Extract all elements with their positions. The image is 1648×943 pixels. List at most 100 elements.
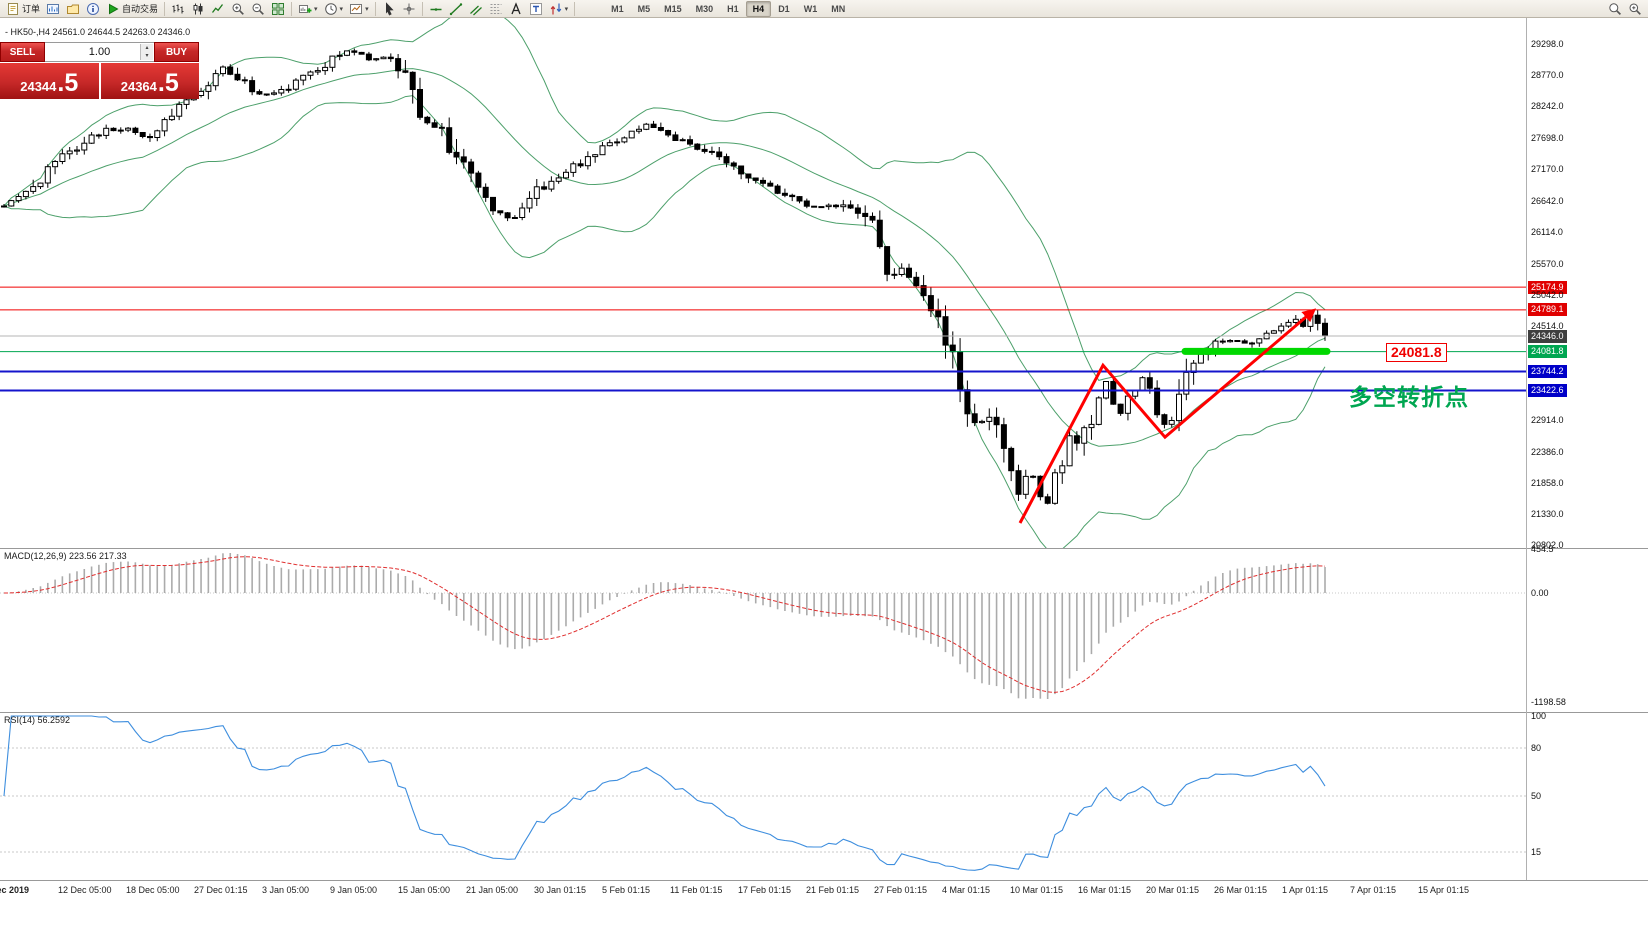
level-price-label: 24789.1 xyxy=(1528,303,1567,317)
timeframe-mn-button[interactable]: MN xyxy=(831,3,846,14)
timeframe-m1-button[interactable]: M1 xyxy=(611,3,624,14)
toolbar-right-group xyxy=(1605,0,1645,17)
new-order-button[interactable]: 订单 xyxy=(3,0,43,17)
text-label-button[interactable] xyxy=(526,0,546,17)
zoom-out-button[interactable] xyxy=(248,0,268,17)
timeframe-m15-button[interactable]: M15 xyxy=(664,3,682,14)
trendline-icon xyxy=(449,2,462,15)
level-price-label: 23422.6 xyxy=(1528,383,1567,397)
profiles-icon xyxy=(67,4,80,14)
main-toolbar: 订单 自动交易 ▾ ▾ ▾ ▾ M1 M5 M15 M30 H1 H4 D1 W1 MN xyxy=(0,0,1648,18)
new-order-icon xyxy=(8,2,18,15)
bar-chart-mode-button[interactable] xyxy=(168,0,188,17)
text-button[interactable] xyxy=(506,0,526,17)
templates-button[interactable]: ▾ xyxy=(346,0,372,17)
crosshair-button[interactable] xyxy=(399,0,419,17)
chevron-down-icon: ▾ xyxy=(339,5,344,13)
macd-axis-label: 454.5 xyxy=(1531,544,1554,554)
price-tag-annotation[interactable]: 24081.8 xyxy=(1386,343,1447,362)
text-icon xyxy=(510,1,521,14)
volume-increase-icon[interactable]: ▴ xyxy=(141,44,153,52)
arrow-objects-button[interactable]: ▾ xyxy=(546,0,572,17)
volume-decrease-icon[interactable]: ▾ xyxy=(141,52,153,60)
timeframe-w1-button[interactable]: W1 xyxy=(803,3,818,14)
autotrading-button[interactable]: 自动交易 xyxy=(103,0,161,17)
timeframe-switcher: M1 M5 M15 M30 H1 H4 D1 W1 MN xyxy=(604,0,852,17)
trend-zigzag-arrow[interactable] xyxy=(1018,308,1317,524)
zoom-in-button[interactable] xyxy=(228,0,248,17)
tile-windows-button[interactable] xyxy=(268,0,288,17)
time-axis-label: 26 Mar 01:15 xyxy=(1214,885,1268,895)
new-chart-button[interactable]: ▾ xyxy=(295,0,321,17)
zoom-in-icon xyxy=(232,3,244,15)
price-axis-label: 27170.0 xyxy=(1531,164,1564,175)
fibonacci-button[interactable] xyxy=(486,0,506,17)
rsi-indicator-label: RSI(14) 56.2592 xyxy=(4,715,71,725)
time-axis-label: Dec 2019 xyxy=(0,885,30,895)
time-axis-label: 17 Feb 01:15 xyxy=(738,885,792,895)
chevron-down-icon: ▾ xyxy=(564,5,569,13)
timeframe-m5-button[interactable]: M5 xyxy=(637,3,651,14)
rsi-line xyxy=(3,715,1326,871)
one-click-trading-panel: SELL 1.00 ▴ ▾ BUY 24344.5 24364.5 xyxy=(0,42,199,99)
periods-button[interactable]: ▾ xyxy=(321,0,347,17)
candlestick-mode-button[interactable] xyxy=(188,0,208,17)
sell-price-display[interactable]: 24344.5 xyxy=(0,63,99,99)
buy-button[interactable]: BUY xyxy=(154,42,199,62)
fibonacci-icon xyxy=(490,3,502,14)
macd-axis-label: -1198.58 xyxy=(1531,697,1566,707)
turning-point-annotation[interactable]: 多空转折点 xyxy=(1349,384,1469,410)
price-axis-label: 21858.0 xyxy=(1531,477,1564,488)
cursor-button[interactable] xyxy=(379,0,399,17)
toolbar-separator xyxy=(164,1,166,16)
arrow-objects-icon xyxy=(550,3,561,14)
level-price-label: 23744.2 xyxy=(1528,365,1567,378)
buy-price-display[interactable]: 24364.5 xyxy=(100,63,199,99)
time-axis-label: 12 Dec 05:00 xyxy=(58,885,112,895)
macd-indicator-label: MACD(12,26,9) 223.56 217.33 xyxy=(4,551,127,561)
time-axis-label: 9 Jan 05:00 xyxy=(330,885,378,895)
timeframe-d1-button[interactable]: D1 xyxy=(778,3,790,14)
time-axis-label: 16 Mar 01:15 xyxy=(1078,885,1132,895)
zoom-window-button[interactable] xyxy=(1625,0,1645,17)
buy-price-fraction: .5 xyxy=(157,69,179,97)
info-icon xyxy=(87,2,100,15)
equidistant-channel-button[interactable] xyxy=(466,0,486,17)
search-button[interactable] xyxy=(1605,0,1625,17)
trendline-button[interactable] xyxy=(446,0,466,17)
zoom-window-icon xyxy=(1629,3,1641,15)
time-axis-label: 21 Feb 01:15 xyxy=(806,885,860,895)
line-chart-mode-button[interactable] xyxy=(208,0,228,17)
templates-icon xyxy=(350,3,363,14)
timeframe-h4-button[interactable]: H4 xyxy=(745,0,772,17)
equidistant-channel-icon xyxy=(469,5,482,15)
price-axis-label: 26114.0 xyxy=(1531,226,1563,237)
volume-spinner: ▴ ▾ xyxy=(140,44,153,60)
search-icon xyxy=(1609,2,1622,15)
time-axis-label: 27 Feb 01:15 xyxy=(874,885,928,895)
chevron-down-icon: ▾ xyxy=(365,5,369,13)
sell-button[interactable]: SELL xyxy=(0,42,45,62)
zoom-out-icon xyxy=(252,3,264,15)
timeframe-h1-button[interactable]: H1 xyxy=(727,3,739,14)
periods-icon xyxy=(324,2,337,15)
time-axis-label: 3 Jan 05:00 xyxy=(262,885,310,895)
time-axis-label: 30 Jan 01:15 xyxy=(534,885,587,895)
volume-field[interactable]: 1.00 ▴ ▾ xyxy=(45,42,154,62)
chart-canvas[interactable] xyxy=(0,18,1648,943)
price-axis-label: 28242.0 xyxy=(1531,101,1564,112)
toolbar-separator xyxy=(291,1,293,16)
chart-area[interactable]: - HK50-,H4 24561.0 24644.5 24263.0 24346… xyxy=(0,18,1648,943)
cursor-icon xyxy=(385,1,394,15)
candlestick-mode-icon xyxy=(193,3,203,14)
chart-window-icon xyxy=(47,3,60,14)
new-order-label: 订单 xyxy=(22,4,41,14)
horizontal-line-button[interactable] xyxy=(426,0,446,17)
chart-window-button[interactable] xyxy=(43,0,63,17)
sell-price-fraction: .5 xyxy=(57,69,79,97)
profiles-button[interactable] xyxy=(63,0,83,17)
timeframe-m30-button[interactable]: M30 xyxy=(695,3,714,14)
bollinger-bands xyxy=(3,18,1326,548)
rsi-axis-label: 80 xyxy=(1531,743,1542,753)
info-button[interactable] xyxy=(83,0,103,17)
